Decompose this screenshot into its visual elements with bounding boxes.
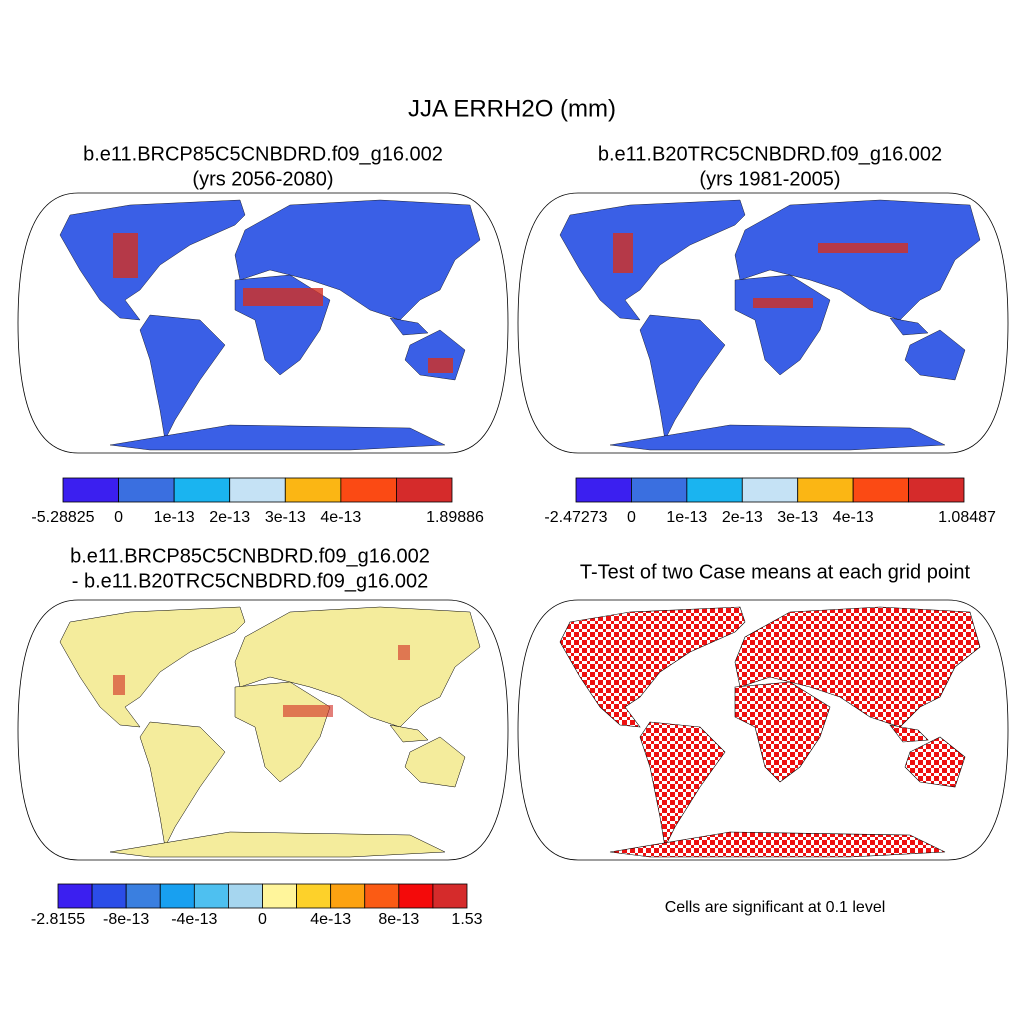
colorbar-label: 1.89886 xyxy=(426,509,484,526)
colorbar-box xyxy=(631,477,688,503)
colorbar-box xyxy=(193,883,229,909)
colorbar-label: 4e-13 xyxy=(310,911,351,928)
panel-title: b.e11.BRCP85C5CNBDRD.f09_g16.002 xyxy=(83,143,443,165)
colorbar-label: 1e-13 xyxy=(666,509,707,526)
note: Cells are significant at 0.1 level xyxy=(665,899,886,916)
colorbar-label: -2.8155 xyxy=(31,911,85,928)
colorbar-box xyxy=(330,883,366,909)
colorbar-box xyxy=(262,883,297,909)
colorbar-box xyxy=(432,883,468,909)
colorbar-box xyxy=(398,883,434,909)
colorbar-box xyxy=(908,477,965,503)
panel-title: b.e11.BRCP85C5CNBDRD.f09_g16.002 xyxy=(70,545,430,567)
colorbar-label: 1e-13 xyxy=(154,509,195,526)
colorbar-label: -2.47273 xyxy=(544,509,607,526)
colorbar-box xyxy=(340,477,397,503)
colorbar-label: -4e-13 xyxy=(171,911,217,928)
colorbar-label: 0 xyxy=(114,509,123,526)
colorbar-label: 2e-13 xyxy=(209,509,250,526)
colorbar-label: -5.28825 xyxy=(31,509,94,526)
panel-title: b.e11.B20TRC5CNBDRD.f09_g16.002 xyxy=(598,143,942,165)
panel-title: (yrs 1981-2005) xyxy=(699,168,840,190)
colorbar-box xyxy=(91,883,127,909)
colorbar-label: 1.53 xyxy=(451,911,482,928)
colorbar-label: 1.08487 xyxy=(938,509,996,526)
colorbar-box xyxy=(741,477,799,503)
colorbar-box xyxy=(575,477,632,503)
colorbar-label: 0 xyxy=(627,509,636,526)
map-3 xyxy=(17,599,509,861)
colorbar-box xyxy=(284,477,342,503)
colorbar-box xyxy=(797,477,854,503)
figure-title: JJA ERRH2O (mm) xyxy=(408,95,616,122)
panel-title: T-Test of two Case means at each grid po… xyxy=(580,561,971,583)
colorbar-label: 4e-13 xyxy=(320,509,361,526)
colorbar-box xyxy=(118,477,175,503)
map-1 xyxy=(17,192,509,454)
colorbar-label: 4e-13 xyxy=(833,509,874,526)
colorbar-box xyxy=(364,883,400,909)
colorbar-label: 2e-13 xyxy=(722,509,763,526)
colorbar-box xyxy=(57,883,93,909)
colorbar-box xyxy=(396,477,453,503)
colorbar-box xyxy=(159,883,195,909)
colorbar-box xyxy=(296,883,332,909)
colorbar-box xyxy=(228,883,263,909)
colorbar-label: 8e-13 xyxy=(378,911,419,928)
colorbar-box xyxy=(229,477,286,503)
colorbar-label: 0 xyxy=(258,911,267,928)
map-4 xyxy=(517,599,1009,861)
colorbar-label: -8e-13 xyxy=(103,911,149,928)
colorbar-box xyxy=(686,477,743,503)
colorbar-box xyxy=(173,477,231,503)
colorbar-box xyxy=(125,883,161,909)
colorbar-box xyxy=(852,477,909,503)
panel-title: - b.e11.B20TRC5CNBDRD.f09_g16.002 xyxy=(72,570,428,592)
panel-title: (yrs 2056-2080) xyxy=(192,168,333,190)
colorbar-label: 3e-13 xyxy=(777,509,818,526)
colorbar-label: 3e-13 xyxy=(265,509,306,526)
colorbar-box xyxy=(62,477,119,503)
map-2 xyxy=(517,192,1009,454)
